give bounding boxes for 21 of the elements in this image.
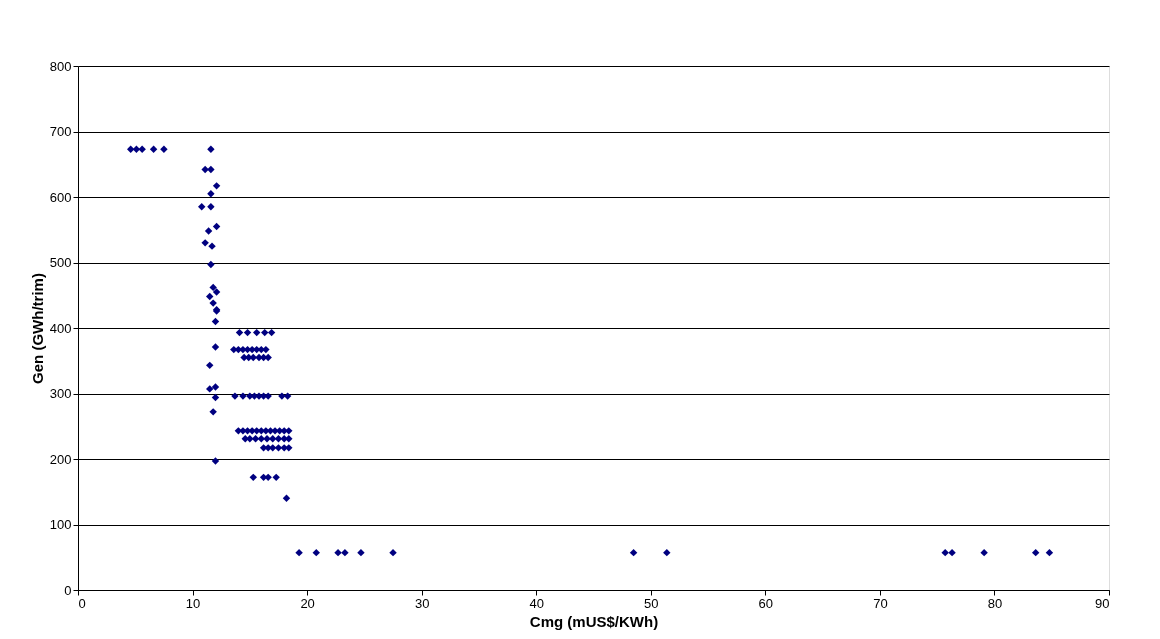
x-tick-label: 0 (78, 595, 86, 611)
y-tick-label: 400 (49, 320, 72, 336)
x-tick-label: 60 (758, 595, 774, 611)
y-tick-label: 200 (49, 451, 72, 467)
y-tick-label: 600 (49, 189, 72, 205)
x-axis-title: Cmg (mUS$/KWh) (529, 612, 659, 630)
y-tick-label: 700 (49, 124, 72, 139)
y-tick-label: 300 (49, 386, 72, 401)
x-tick-label: 50 (644, 595, 659, 611)
y-tick-label: 100 (49, 517, 72, 532)
y-axis-title: Gen (GWh/trim) (28, 273, 46, 384)
x-tick-label: 10 (185, 595, 201, 611)
y-tick-label: 500 (49, 255, 72, 270)
x-tick-label: 70 (873, 595, 888, 611)
x-tick-label: 40 (529, 595, 544, 611)
x-tick-label: 90 (1095, 595, 1110, 611)
x-tick-label: 30 (414, 595, 430, 611)
y-tick-label: 0 (64, 582, 72, 598)
x-tick-label: 20 (300, 595, 315, 611)
x-tick-label: 80 (987, 595, 1003, 611)
y-tick-label: 800 (49, 58, 72, 74)
